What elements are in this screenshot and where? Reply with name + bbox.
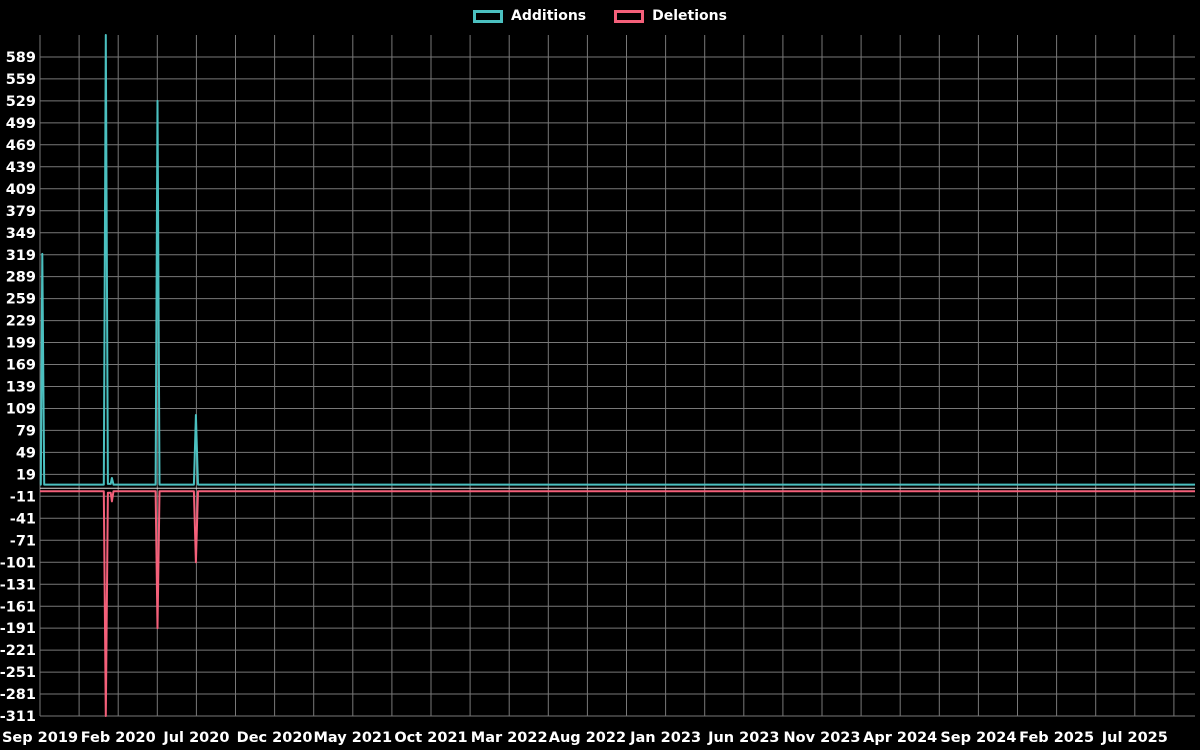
- y-tick-label: 49: [16, 445, 36, 461]
- x-tick-label: Jun 2023: [707, 730, 779, 746]
- y-tick-label: -41: [10, 511, 36, 527]
- y-tick-label: -311: [0, 709, 36, 725]
- y-tick-label: 19: [16, 467, 36, 483]
- y-tick-label: 259: [6, 292, 36, 308]
- y-tick-label: 79: [16, 423, 36, 439]
- y-tick-label: 529: [6, 94, 36, 110]
- y-tick-label: 169: [6, 358, 36, 374]
- y-tick-label: 469: [6, 138, 36, 154]
- y-tick-label: 109: [6, 402, 36, 418]
- x-tick-label: Aug 2022: [549, 730, 626, 746]
- x-tick-label: Nov 2023: [784, 730, 861, 746]
- y-tick-label: 319: [6, 248, 36, 264]
- x-tick-label: Apr 2024: [863, 730, 937, 746]
- y-tick-label: -161: [0, 599, 36, 615]
- y-tick-label: 439: [6, 160, 36, 176]
- x-tick-label: May 2021: [313, 730, 392, 746]
- y-tick-label: 379: [6, 204, 36, 220]
- y-tick-label: 499: [6, 116, 36, 132]
- y-tick-label: 589: [6, 50, 36, 66]
- x-tick-label: Oct 2021: [394, 730, 467, 746]
- x-tick-label: Sep 2019: [2, 730, 78, 746]
- deletions-legend-swatch: [614, 9, 645, 23]
- y-tick-label: -281: [0, 687, 36, 703]
- y-tick-label: 139: [6, 380, 36, 396]
- legend-item-additions[interactable]: Additions: [473, 8, 586, 24]
- y-tick-label: 289: [6, 270, 36, 286]
- y-tick-label: -251: [0, 665, 36, 681]
- y-tick-label: -131: [0, 577, 36, 593]
- x-tick-label: Jan 2023: [629, 730, 701, 746]
- y-tick-label: -11: [10, 489, 36, 505]
- additions-legend-swatch: [473, 9, 504, 23]
- y-tick-label: 349: [6, 226, 36, 242]
- chart-legend: Additions Deletions: [0, 8, 1200, 24]
- x-tick-label: Feb 2020: [81, 730, 156, 746]
- y-tick-label: 199: [6, 336, 36, 352]
- y-tick-label: -71: [10, 533, 36, 549]
- y-tick-label: -191: [0, 621, 36, 637]
- x-tick-label: Feb 2025: [1019, 730, 1094, 746]
- y-tick-label: -221: [0, 643, 36, 659]
- legend-label-deletions: Deletions: [652, 8, 727, 24]
- x-tick-label: Dec 2020: [237, 730, 313, 746]
- deletions-line: [40, 490, 1195, 717]
- x-tick-label: Jul 2025: [1101, 730, 1168, 746]
- x-tick-label: Sep 2024: [940, 730, 1016, 746]
- additions-line: [39, 34, 1195, 486]
- y-tick-label: 409: [6, 182, 36, 198]
- y-tick-label: 559: [6, 72, 36, 88]
- legend-label-additions: Additions: [511, 8, 587, 24]
- y-tick-label: 229: [6, 314, 36, 330]
- x-tick-label: Mar 2022: [471, 730, 548, 746]
- y-tick-label: -101: [0, 555, 36, 571]
- x-tick-label: Jul 2020: [162, 730, 229, 746]
- legend-item-deletions[interactable]: Deletions: [614, 8, 727, 24]
